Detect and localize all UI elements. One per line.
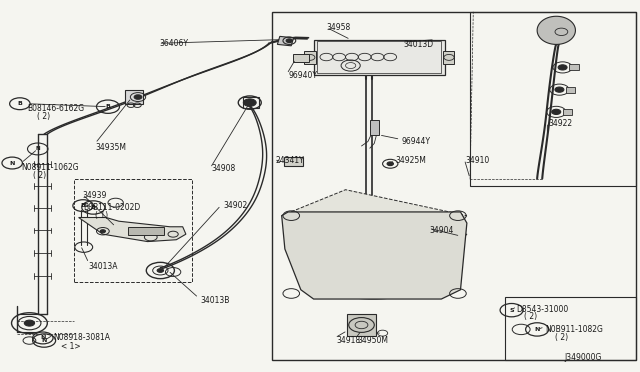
Bar — [563, 109, 572, 115]
Text: B08146-6162G: B08146-6162G — [28, 104, 84, 113]
Text: < 1>: < 1> — [61, 341, 81, 350]
Text: 34904: 34904 — [430, 226, 454, 235]
Text: 34935M: 34935M — [95, 142, 126, 151]
Circle shape — [24, 320, 35, 326]
Bar — [443, 51, 454, 64]
Bar — [74, 179, 192, 282]
Polygon shape — [282, 212, 467, 299]
Text: ( 1): ( 1) — [95, 211, 108, 220]
Bar — [277, 36, 294, 46]
Text: 34013B: 34013B — [200, 296, 229, 305]
Circle shape — [286, 39, 292, 42]
Text: 96940Y: 96940Y — [288, 71, 317, 80]
Bar — [348, 314, 376, 336]
Text: ( 2): ( 2) — [37, 112, 50, 121]
Text: 34902: 34902 — [223, 201, 247, 210]
Text: S: S — [509, 308, 514, 312]
Bar — [470, 12, 636, 186]
Text: B: B — [81, 203, 86, 208]
Circle shape — [100, 230, 106, 233]
Circle shape — [387, 162, 394, 166]
Circle shape — [243, 99, 256, 106]
Text: ( 2): ( 2) — [33, 171, 45, 180]
Text: 34910: 34910 — [466, 156, 490, 165]
Bar — [505, 297, 636, 360]
Bar — [272, 12, 636, 360]
Text: J349000G: J349000G — [564, 353, 602, 362]
Text: 36406Y: 36406Y — [159, 39, 188, 48]
Text: B0B111-0202D: B0B111-0202D — [84, 203, 141, 212]
Bar — [284, 157, 303, 166]
Text: 34922: 34922 — [548, 119, 573, 128]
Text: 34908: 34908 — [211, 164, 236, 173]
Text: 24341Y: 24341Y — [275, 156, 304, 165]
Text: B: B — [17, 101, 22, 106]
Bar — [566, 87, 575, 93]
Bar — [317, 41, 442, 73]
Text: ( 2): ( 2) — [555, 333, 568, 343]
Circle shape — [552, 109, 561, 115]
Bar — [243, 97, 259, 108]
Text: B: B — [106, 104, 111, 109]
Text: N08911-1062G: N08911-1062G — [21, 163, 79, 172]
Text: 96944Y: 96944Y — [402, 137, 431, 146]
Bar — [569, 64, 579, 70]
Text: N: N — [35, 147, 40, 151]
Text: 34958: 34958 — [326, 23, 351, 32]
Bar — [129, 227, 164, 235]
Bar — [293, 54, 309, 62]
Text: 34925M: 34925M — [396, 156, 426, 165]
Text: 34918: 34918 — [336, 336, 360, 346]
Text: 34013A: 34013A — [89, 262, 118, 271]
Polygon shape — [79, 218, 186, 241]
Circle shape — [558, 65, 567, 70]
Text: D8543-31000: D8543-31000 — [516, 305, 569, 314]
Text: N08918-3081A: N08918-3081A — [53, 333, 110, 343]
Bar — [370, 120, 380, 135]
Text: 34950M: 34950M — [357, 336, 388, 346]
Text: N0B911-1082G: N0B911-1082G — [545, 325, 603, 334]
Circle shape — [157, 269, 164, 272]
Polygon shape — [537, 16, 575, 44]
Circle shape — [555, 87, 564, 92]
Text: 34939: 34939 — [83, 191, 107, 200]
Text: N: N — [40, 336, 45, 340]
Text: N: N — [42, 338, 47, 343]
Bar — [304, 51, 316, 64]
Text: ( 2): ( 2) — [524, 312, 538, 321]
Text: 34013D: 34013D — [403, 40, 433, 49]
Bar — [125, 90, 143, 105]
Polygon shape — [282, 190, 467, 241]
Bar — [314, 39, 445, 75]
Text: B: B — [91, 205, 96, 210]
Circle shape — [134, 95, 142, 99]
Text: N: N — [534, 327, 540, 332]
Text: N: N — [10, 161, 15, 166]
